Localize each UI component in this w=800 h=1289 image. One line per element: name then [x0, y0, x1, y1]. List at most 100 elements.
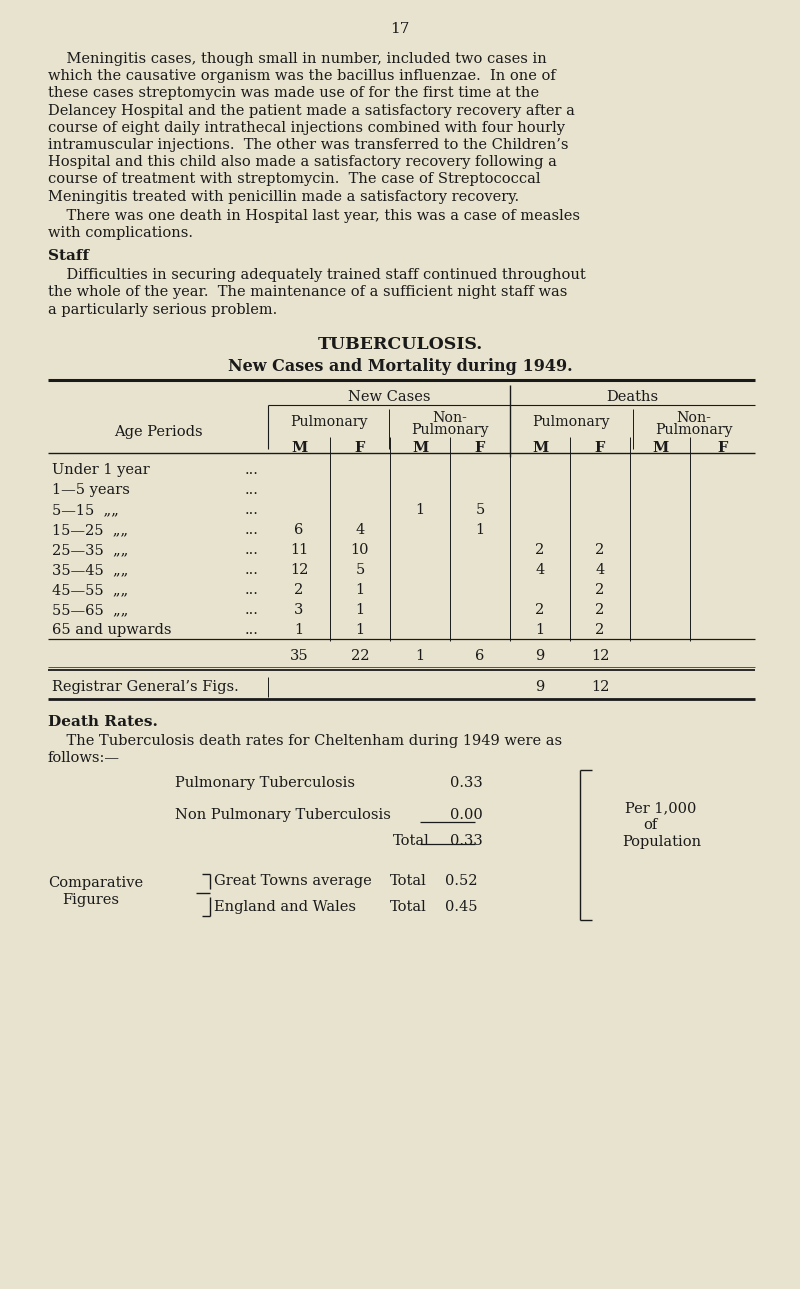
Text: 2: 2 [535, 603, 545, 617]
Text: Population: Population [622, 835, 701, 849]
Text: intramuscular injections.  The other was transferred to the Children’s: intramuscular injections. The other was … [48, 138, 569, 152]
Text: Staff: Staff [48, 249, 89, 263]
Text: 9: 9 [535, 679, 545, 693]
Text: There was one death in Hospital last year, this was a case of measles: There was one death in Hospital last yea… [48, 209, 580, 223]
Text: Great Towns average: Great Towns average [214, 874, 372, 888]
Text: 15—25  „„: 15—25 „„ [52, 523, 128, 536]
Text: Deaths: Deaths [606, 389, 658, 403]
Text: 22: 22 [350, 648, 370, 663]
Text: 2: 2 [595, 623, 605, 637]
Text: ...: ... [244, 543, 258, 557]
Text: 0.45: 0.45 [445, 900, 478, 914]
Text: Pulmonary: Pulmonary [290, 415, 367, 429]
Text: Non Pulmonary Tuberculosis: Non Pulmonary Tuberculosis [175, 808, 391, 822]
Text: Registrar General’s Figs.: Registrar General’s Figs. [52, 679, 238, 693]
Text: Non-: Non- [432, 411, 467, 425]
Text: 6: 6 [475, 648, 485, 663]
Text: Pulmonary: Pulmonary [410, 423, 488, 437]
Text: a particularly serious problem.: a particularly serious problem. [48, 303, 278, 317]
Text: 12: 12 [591, 679, 609, 693]
Text: Meningitis treated with penicillin made a satisfactory recovery.: Meningitis treated with penicillin made … [48, 189, 519, 204]
Text: Total: Total [390, 900, 426, 914]
Text: F: F [595, 441, 605, 455]
Text: follows:—: follows:— [48, 751, 120, 764]
Text: of: of [643, 819, 658, 833]
Text: 6: 6 [294, 523, 304, 536]
Text: 10: 10 [350, 543, 370, 557]
Text: 2: 2 [595, 583, 605, 597]
Text: 5: 5 [475, 503, 485, 517]
Text: 1: 1 [355, 603, 365, 617]
Text: Age Periods: Age Periods [114, 425, 202, 438]
Text: 2: 2 [535, 543, 545, 557]
Text: 1: 1 [535, 623, 545, 637]
Text: 65 and upwards: 65 and upwards [52, 623, 171, 637]
Text: New Cases: New Cases [348, 389, 430, 403]
Text: Non-: Non- [676, 411, 711, 425]
Text: ...: ... [244, 623, 258, 637]
Text: M: M [652, 441, 668, 455]
Text: Under 1 year: Under 1 year [52, 463, 150, 477]
Text: M: M [291, 441, 307, 455]
Text: the whole of the year.  The maintenance of a sufficient night staff was: the whole of the year. The maintenance o… [48, 285, 567, 299]
Text: 2: 2 [595, 603, 605, 617]
Text: ...: ... [244, 583, 258, 597]
Text: 0.33: 0.33 [450, 776, 482, 790]
Text: 11: 11 [290, 543, 308, 557]
Text: 1: 1 [415, 503, 425, 517]
Text: 2: 2 [294, 583, 304, 597]
Text: 5—15  „„: 5—15 „„ [52, 503, 118, 517]
Text: Figures: Figures [62, 893, 119, 907]
Text: Pulmonary: Pulmonary [533, 415, 610, 429]
Text: TUBERCULOSIS.: TUBERCULOSIS. [318, 336, 482, 353]
Text: ...: ... [244, 483, 258, 496]
Text: M: M [532, 441, 548, 455]
Text: 55—65  „„: 55—65 „„ [52, 603, 128, 617]
Text: 1—5 years: 1—5 years [52, 483, 130, 496]
Text: 1: 1 [415, 648, 425, 663]
Text: Comparative: Comparative [48, 877, 143, 891]
Text: 1: 1 [355, 623, 365, 637]
Text: ...: ... [244, 523, 258, 536]
Text: F: F [718, 441, 728, 455]
Text: 0.33: 0.33 [450, 834, 482, 848]
Text: course of eight daily intrathecal injections combined with four hourly: course of eight daily intrathecal inject… [48, 121, 565, 135]
Text: Pulmonary: Pulmonary [655, 423, 733, 437]
Text: ...: ... [244, 463, 258, 477]
Text: Per 1,000: Per 1,000 [625, 802, 696, 815]
Text: ...: ... [244, 503, 258, 517]
Text: course of treatment with streptomycin.  The case of Streptococcal: course of treatment with streptomycin. T… [48, 173, 541, 187]
Text: 17: 17 [390, 22, 410, 36]
Text: which the causative organism was the bacillus influenzae.  In one of: which the causative organism was the bac… [48, 70, 556, 84]
Text: 0.00: 0.00 [450, 808, 482, 822]
Text: Death Rates.: Death Rates. [48, 715, 158, 728]
Text: 35—45  „„: 35—45 „„ [52, 563, 128, 576]
Text: Total: Total [390, 874, 426, 888]
Text: 1: 1 [294, 623, 303, 637]
Text: Total: Total [394, 834, 430, 848]
Text: Hospital and this child also made a satisfactory recovery following a: Hospital and this child also made a sati… [48, 155, 557, 169]
Text: New Cases and Mortality during 1949.: New Cases and Mortality during 1949. [228, 358, 572, 375]
Text: 3: 3 [294, 603, 304, 617]
Text: 4: 4 [595, 563, 605, 576]
Text: 5: 5 [355, 563, 365, 576]
Text: 9: 9 [535, 648, 545, 663]
Text: Delancey Hospital and the patient made a satisfactory recovery after a: Delancey Hospital and the patient made a… [48, 103, 575, 117]
Text: 4: 4 [535, 563, 545, 576]
Text: The Tuberculosis death rates for Cheltenham during 1949 were as: The Tuberculosis death rates for Chelten… [48, 733, 562, 748]
Text: England and Wales: England and Wales [214, 900, 356, 914]
Text: 1: 1 [475, 523, 485, 536]
Text: F: F [475, 441, 485, 455]
Text: 25—35  „„: 25—35 „„ [52, 543, 128, 557]
Text: 45—55  „„: 45—55 „„ [52, 583, 128, 597]
Text: Pulmonary Tuberculosis: Pulmonary Tuberculosis [175, 776, 355, 790]
Text: 12: 12 [290, 563, 308, 576]
Text: Difficulties in securing adequately trained staff continued throughout: Difficulties in securing adequately trai… [48, 268, 586, 282]
Text: Meningitis cases, though small in number, included two cases in: Meningitis cases, though small in number… [48, 52, 546, 66]
Text: 1: 1 [355, 583, 365, 597]
Text: these cases streptomycin was made use of for the first time at the: these cases streptomycin was made use of… [48, 86, 539, 101]
Text: M: M [412, 441, 428, 455]
Text: with complications.: with complications. [48, 226, 193, 240]
Text: 0.52: 0.52 [445, 874, 478, 888]
Text: 4: 4 [355, 523, 365, 536]
